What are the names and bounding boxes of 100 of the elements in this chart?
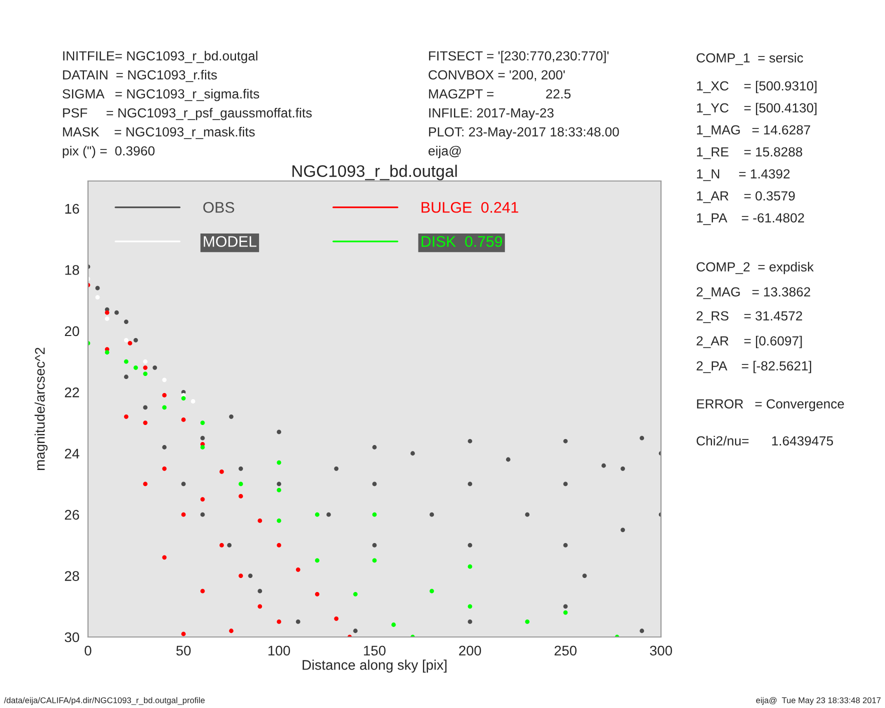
text: 1_MAG = 14.6287 xyxy=(697,125,810,138)
point xyxy=(134,365,138,370)
text: 2_RS = 31.4572 xyxy=(696,311,802,324)
point xyxy=(258,588,262,594)
point xyxy=(238,574,243,578)
point xyxy=(296,620,300,624)
point xyxy=(334,466,338,471)
point xyxy=(468,482,472,486)
text: COMP_2 = expdisk xyxy=(696,262,814,274)
point xyxy=(468,564,472,569)
text: MASK = NGC1093_r_mask.fits xyxy=(63,126,255,140)
point xyxy=(620,528,625,532)
point xyxy=(276,542,282,548)
chart-title: NGC1093_r_bd.outgal xyxy=(292,164,457,180)
point xyxy=(181,482,186,486)
point xyxy=(276,460,282,465)
point xyxy=(276,620,282,624)
legend-label: MODEL xyxy=(204,236,256,247)
point xyxy=(315,592,320,596)
point xyxy=(238,466,243,471)
text: FITSECT = '[230:770,230:770]' xyxy=(429,50,609,64)
point xyxy=(162,466,167,471)
point xyxy=(95,295,100,300)
text: INITFILE= NGC1093_r_bd.outgal xyxy=(63,50,258,64)
point xyxy=(152,365,158,370)
point xyxy=(640,628,644,634)
point xyxy=(200,512,205,517)
y-tick-label: 24 xyxy=(64,448,80,458)
legend-label: BULGE 0.241 xyxy=(422,202,518,213)
point xyxy=(143,359,148,364)
text: COMP_1 = sersic xyxy=(696,52,804,66)
y-tick-label: 16 xyxy=(65,204,80,214)
text: CONVBOX = '200, 200' xyxy=(428,70,565,82)
point xyxy=(582,574,587,578)
point xyxy=(248,574,253,578)
point xyxy=(602,463,606,468)
point xyxy=(563,604,568,609)
text: PLOT: 23-May-2017 18:33:48.00 xyxy=(429,127,619,140)
text: DATAIN = NGC1093_r.fits xyxy=(63,70,217,82)
y-tick-label: 18 xyxy=(65,265,80,275)
text: 1_PA = -61.4802 xyxy=(697,213,804,226)
text: eija@ xyxy=(428,146,461,158)
text: eija@ Tue May 23 18:33:48 2017 xyxy=(756,697,881,705)
point xyxy=(276,488,282,492)
point xyxy=(315,558,320,563)
point xyxy=(181,418,186,422)
x-tick-label: 250 xyxy=(554,646,577,656)
x-tick-label: 0 xyxy=(84,646,92,656)
point xyxy=(124,338,128,342)
point xyxy=(162,555,167,560)
point xyxy=(563,482,568,486)
text: MAGZPT = 22.5 xyxy=(429,89,571,99)
point xyxy=(258,518,262,523)
y-tick-label: 22 xyxy=(64,388,79,398)
text: Chi2/nu= 1.6439475 xyxy=(696,436,833,446)
point xyxy=(200,420,205,425)
legend-label: DISK 0.759 xyxy=(422,236,502,247)
point xyxy=(220,542,224,548)
x-tick-label: 300 xyxy=(650,646,672,656)
point xyxy=(143,372,148,376)
point xyxy=(525,512,530,517)
point xyxy=(220,470,224,474)
point xyxy=(468,438,472,444)
text: 2_MAG = 13.3862 xyxy=(696,287,810,300)
text: 1_XC = [500.9310] xyxy=(697,80,816,94)
x-tick-label: 50 xyxy=(176,646,191,656)
point xyxy=(468,620,472,624)
point xyxy=(410,451,415,456)
point xyxy=(181,512,186,517)
point xyxy=(372,445,377,450)
point xyxy=(238,494,243,498)
point xyxy=(114,310,119,315)
point xyxy=(326,512,331,517)
point xyxy=(640,436,644,440)
point xyxy=(227,542,232,548)
text: 1_YC = [500.4130] xyxy=(697,102,816,116)
text: 1_RE = 15.8288 xyxy=(697,147,802,160)
text: 2_AR = [0.6097] xyxy=(696,336,802,348)
text: /data/eija/CALIFA/p4.dir/NGC1093_r_bd.outgal_profile xyxy=(4,697,205,705)
point xyxy=(124,359,128,364)
point xyxy=(162,445,167,450)
text: INFILE: 2017-May-23 xyxy=(429,108,554,120)
point xyxy=(124,320,128,324)
point xyxy=(162,378,167,382)
point xyxy=(134,338,138,342)
point xyxy=(162,393,167,398)
point xyxy=(506,457,510,462)
point xyxy=(296,567,300,572)
point xyxy=(104,310,110,315)
point xyxy=(276,430,282,434)
x-tick-label: 150 xyxy=(364,646,386,656)
point xyxy=(200,497,205,502)
text: 2_PA = [-82.5621] xyxy=(696,360,812,374)
point xyxy=(104,316,110,321)
point xyxy=(128,341,132,346)
point xyxy=(200,588,205,594)
y-tick-label: 26 xyxy=(64,510,80,520)
point xyxy=(430,512,434,517)
point xyxy=(563,610,568,615)
legend-label: OBS xyxy=(203,202,234,213)
